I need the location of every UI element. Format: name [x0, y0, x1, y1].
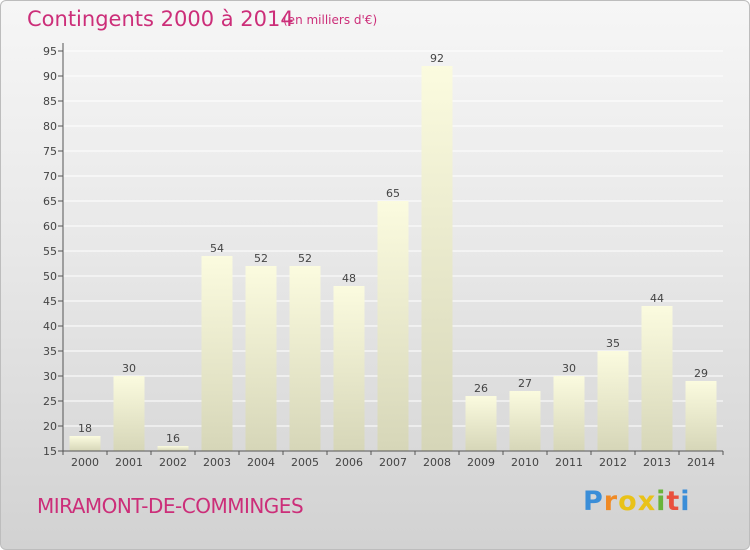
bar: [113, 376, 145, 451]
bar-value-label: 54: [210, 242, 224, 255]
bar: [289, 266, 321, 451]
proxiti-logo: Proxiti: [583, 486, 691, 517]
y-tick-label: 75: [43, 145, 57, 158]
bar-value-label: 35: [606, 337, 620, 350]
y-tick-label: 30: [43, 370, 57, 383]
commune-name: MIRAMONT-DE-COMMINGES: [37, 494, 304, 518]
y-tick-label: 65: [43, 195, 57, 208]
x-tick-label: 2001: [115, 456, 143, 469]
bar: [553, 376, 585, 451]
y-tick-label: 25: [43, 395, 57, 408]
logo-letter: x: [637, 486, 657, 517]
logo-letter: i: [656, 486, 667, 517]
x-tick-label: 2004: [247, 456, 275, 469]
x-tick-label: 2000: [71, 456, 99, 469]
x-tick-label: 2012: [599, 456, 627, 469]
bar: [377, 201, 409, 451]
bar-value-label: 16: [166, 432, 180, 445]
y-tick-label: 20: [43, 420, 57, 433]
axes: [58, 43, 724, 455]
x-tick-label: 2008: [423, 456, 451, 469]
bar: [509, 391, 541, 451]
bar: [465, 396, 497, 451]
bar: [421, 66, 453, 451]
x-tick-label: 2005: [291, 456, 319, 469]
bar-value-label: 44: [650, 292, 664, 305]
x-tick-label: 2007: [379, 456, 407, 469]
y-tick-label: 40: [43, 320, 57, 333]
x-tick-label: 2011: [555, 456, 583, 469]
bars: [69, 66, 717, 451]
bar: [685, 381, 717, 451]
logo-letter: i: [680, 486, 691, 517]
bar: [201, 256, 233, 451]
bar-value-label: 27: [518, 377, 532, 390]
y-tick-label: 15: [43, 445, 57, 458]
bar: [157, 446, 189, 451]
bar-value-label: 48: [342, 272, 356, 285]
x-tick-label: 2014: [687, 456, 715, 469]
y-tick-label: 70: [43, 170, 57, 183]
y-tick-label: 80: [43, 120, 57, 133]
y-tick-label: 95: [43, 45, 57, 58]
bar: [597, 351, 629, 451]
x-tick-label: 2003: [203, 456, 231, 469]
x-tick-label: 2013: [643, 456, 671, 469]
logo-letter: o: [618, 486, 638, 517]
bar-value-label: 29: [694, 367, 708, 380]
y-tick-label: 55: [43, 245, 57, 258]
x-tick-label: 2009: [467, 456, 495, 469]
x-tick-label: 2006: [335, 456, 363, 469]
bar: [69, 436, 101, 451]
chart-title: Contingents 2000 à 2014: [27, 7, 294, 31]
bar: [641, 306, 673, 451]
bar: [245, 266, 277, 451]
y-tick-label: 85: [43, 95, 57, 108]
bar-value-label: 30: [562, 362, 576, 375]
x-tick-label: 2002: [159, 456, 187, 469]
y-tick-label: 35: [43, 345, 57, 358]
labels: 15 20 25 30 35 40 45 50 55 60 65 70 75 80 85 90 95 18 2000…: [43, 45, 715, 469]
bar-value-label: 92: [430, 52, 444, 65]
chart-subtitle: (en milliers d'€): [283, 13, 378, 27]
bar: [333, 286, 365, 451]
x-tick-label: 2010: [511, 456, 539, 469]
y-tick-label: 90: [43, 70, 57, 83]
bar-value-label: 65: [386, 187, 400, 200]
bar-value-label: 30: [122, 362, 136, 375]
y-tick-label: 50: [43, 270, 57, 283]
logo-letter: P: [583, 486, 604, 517]
logo-letter: r: [603, 486, 619, 517]
y-tick-label: 60: [43, 220, 57, 233]
bar-value-label: 18: [78, 422, 92, 435]
logo-letter: t: [666, 486, 681, 517]
bar-value-label: 26: [474, 382, 488, 395]
y-tick-label: 45: [43, 295, 57, 308]
bar-value-label: 52: [298, 252, 312, 265]
bar-value-label: 52: [254, 252, 268, 265]
